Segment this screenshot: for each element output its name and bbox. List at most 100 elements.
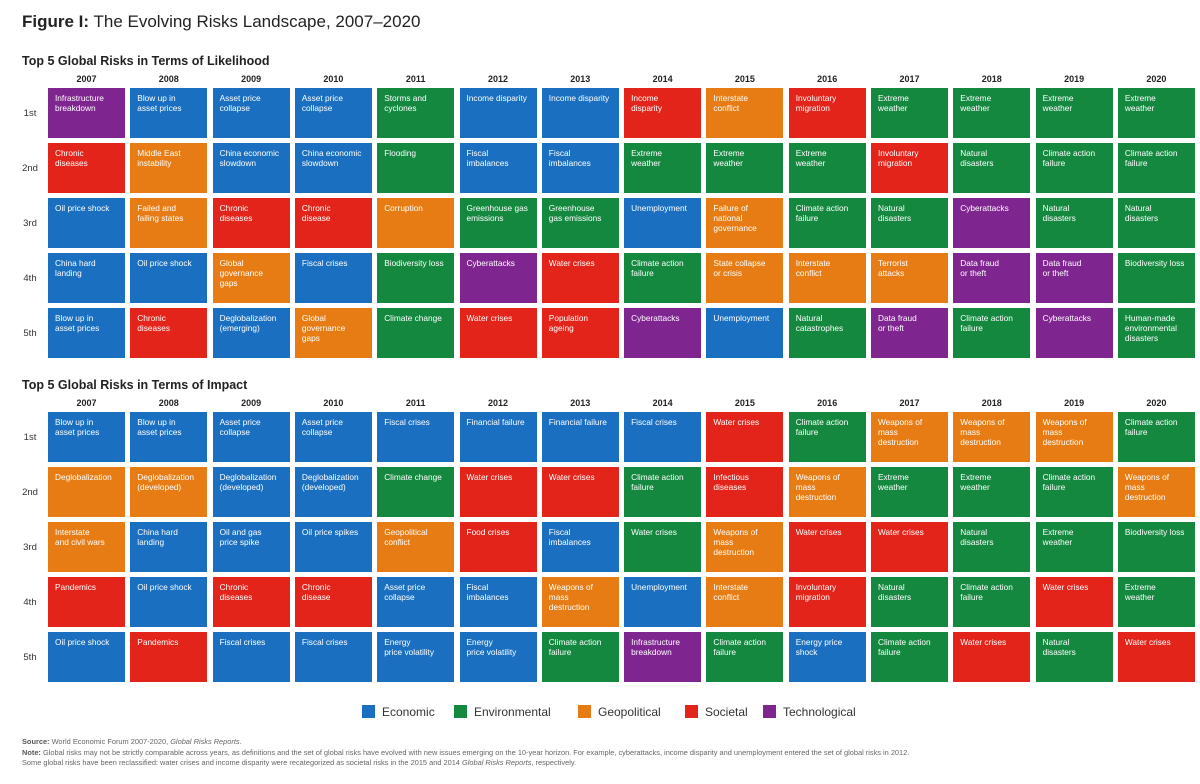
risk-label: landing: [55, 267, 82, 278]
likelihood-risk-cell: Water crises: [541, 253, 619, 303]
likelihood-risk-cell: Population ageing: [541, 308, 619, 358]
legend-item-environmental: Environmental: [454, 705, 551, 719]
risk-label: Fiscal crises: [301, 258, 348, 268]
risk-label: Unemployment: [713, 313, 770, 323]
impact-risk-cell: Interstate and civil wars: [48, 522, 125, 572]
likelihood-risk-cell: Climate action failure: [1117, 143, 1195, 193]
figure-label: Figure I:: [22, 12, 90, 31]
impact-section-title: Top 5 Global Risks in Terms of Impact: [22, 378, 248, 392]
risk-label: Unemployment: [631, 203, 687, 213]
risk-label: Geopolitical: [384, 527, 428, 537]
risk-label: weather: [878, 481, 908, 492]
risk-label: China hard: [55, 258, 96, 268]
impact-risk-cell: Natural disasters: [953, 522, 1031, 572]
risk-label: Fiscal: [466, 582, 489, 592]
risk-label: conflict: [384, 536, 411, 547]
risk-label: and civil wars: [55, 536, 105, 547]
impact-risk-cell: Extreme weather: [953, 467, 1031, 517]
risk-label: (developed): [301, 481, 346, 492]
risk-label: catastrophes: [795, 322, 844, 333]
risk-label: Asset price: [301, 93, 343, 103]
risk-label: mass: [795, 481, 816, 492]
likelihood-risk-cell: Fiscal crises: [294, 253, 372, 303]
likelihood-risk-cell: Involuntary migration: [871, 143, 948, 193]
risk-label: Climate action: [960, 313, 1013, 323]
impact-rank-label: 1st: [23, 432, 37, 443]
risk-label: Water crises: [1124, 637, 1171, 647]
risk-label: Climate action: [960, 582, 1013, 592]
risk-label: attacks: [878, 267, 905, 278]
likelihood-risk-cell: Extreme weather: [706, 143, 784, 193]
risk-label: mass: [960, 426, 981, 437]
likelihood-risk-cell: Global governance gaps: [212, 253, 290, 303]
risk-label: Water crises: [548, 472, 595, 482]
risk-label: Human-made: [1124, 313, 1176, 323]
risk-label: failure: [795, 212, 819, 223]
impact-risk-cell: Involuntary migration: [788, 577, 866, 627]
risk-label: Greenhouse: [548, 203, 595, 213]
risk-label: Climate action: [1042, 472, 1096, 482]
impact-year-label: 2013: [570, 398, 591, 408]
risk-label: cyclones: [384, 102, 417, 113]
risk-label: Pandemics: [137, 637, 179, 647]
risk-label: breakdown: [631, 646, 672, 657]
likelihood-risk-cell: Global governance gaps: [294, 308, 372, 358]
risk-label: Climate action: [795, 417, 849, 427]
risk-label: Weapons of: [713, 527, 758, 537]
impact-risk-cell: Natural disasters: [1035, 632, 1113, 682]
risk-label: Natural: [1042, 203, 1070, 213]
likelihood-risk-cell: Data fraud or theft: [953, 253, 1031, 303]
impact-year-label: 2019: [1064, 398, 1085, 408]
impact-risk-cell: Climate change: [377, 467, 455, 517]
risk-label: mass: [878, 426, 898, 437]
likelihood-risk-cell: Extreme weather: [788, 143, 866, 193]
risk-label: Climate change: [384, 313, 442, 323]
risk-label: disasters: [1124, 212, 1159, 223]
risk-label: failure: [960, 591, 983, 602]
impact-risk-cell: Energy price shock: [788, 632, 866, 682]
risk-label: weather: [960, 481, 990, 492]
risk-label: destruction: [1124, 491, 1166, 502]
risk-label: Unemployment: [631, 582, 687, 592]
risk-label: Energy price: [795, 637, 843, 647]
likelihood-year-label: 2016: [817, 74, 838, 84]
risk-label: imbalances: [548, 536, 591, 547]
impact-risk-cell: Extreme weather: [1035, 522, 1113, 572]
risk-label: Climate action: [1124, 417, 1178, 427]
impact-risk-cell: Chronic diseases: [212, 577, 290, 627]
risk-label: Financial failure: [466, 417, 525, 427]
likelihood-risk-cell: Extreme weather: [953, 88, 1031, 138]
risk-label: (developed): [137, 481, 182, 492]
risk-label: ageing: [548, 322, 574, 333]
risk-label: weather: [878, 102, 908, 113]
legend-swatch: [362, 705, 375, 718]
likelihood-risk-cell: Infrastructure breakdown: [48, 88, 125, 138]
risk-label: Water crises: [960, 637, 1007, 647]
impact-risk-cell: Fiscal imbalances: [459, 577, 537, 627]
impact-risk-cell: Oil price shock: [48, 632, 125, 682]
risk-label: asset prices: [137, 426, 182, 437]
risk-label: weather: [1124, 102, 1155, 113]
legend-label: Technological: [783, 705, 856, 719]
risk-label: Water crises: [548, 258, 595, 268]
likelihood-rank-label: 2nd: [22, 163, 38, 174]
impact-risk-cell: Climate action failure: [1117, 412, 1195, 462]
likelihood-risk-cell: Data fraud or theft: [1035, 253, 1113, 303]
risk-label: gas emissions: [548, 212, 602, 223]
likelihood-risk-cell: Corruption: [377, 198, 455, 248]
impact-risk-cell: Deglobalization (developed): [130, 467, 208, 517]
impact-risk-cell: Water crises: [624, 522, 702, 572]
likelihood-risk-cell: Deglobalization (emerging): [212, 308, 290, 358]
impact-risk-cell: Fiscal crises: [624, 412, 702, 462]
impact-risk-cell: Oil price shock: [130, 577, 208, 627]
risk-label: Infectious: [713, 472, 749, 482]
likelihood-rank-label: 5th: [23, 328, 37, 339]
risk-label: Interstate: [55, 527, 90, 537]
likelihood-risk-cell: Chronic diseases: [130, 308, 208, 358]
impact-risk-cell: Climate action failure: [624, 467, 702, 517]
impact-risk-cell: Water crises: [1117, 632, 1195, 682]
impact-risk-cell: Asset price collapse: [212, 412, 290, 462]
risk-label: disasters: [960, 157, 994, 168]
likelihood-year-label: 2020: [1146, 74, 1167, 84]
likelihood-risk-cell: Terrorist attacks: [871, 253, 948, 303]
